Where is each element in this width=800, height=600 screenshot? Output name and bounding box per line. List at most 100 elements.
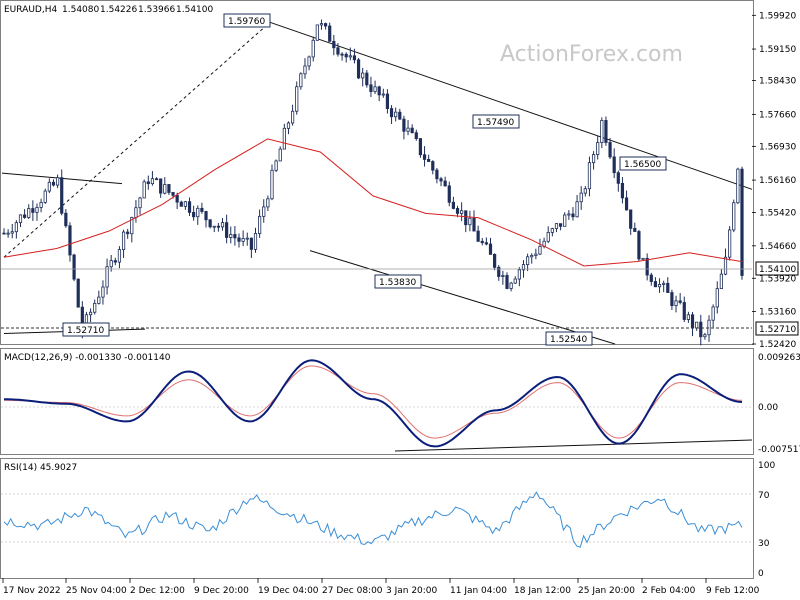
candle bbox=[315, 24, 319, 41]
candle bbox=[175, 192, 179, 210]
candle bbox=[64, 209, 68, 228]
candle bbox=[567, 210, 571, 220]
candle bbox=[513, 276, 517, 285]
candle bbox=[468, 210, 472, 232]
candle bbox=[674, 295, 678, 313]
candle bbox=[72, 253, 76, 282]
date-tick-label: 11 Jan 04:00 bbox=[450, 586, 507, 596]
price-tick-label: 1.55420 bbox=[759, 209, 796, 219]
date-tick-label: 2 Dec 12:00 bbox=[130, 586, 185, 596]
candle bbox=[216, 222, 220, 232]
macd-trendline bbox=[394, 439, 753, 452]
annotation-1-52540: 1.52540 bbox=[545, 331, 593, 346]
candle bbox=[414, 129, 418, 141]
candle bbox=[356, 57, 361, 80]
candle bbox=[117, 246, 122, 269]
candle bbox=[389, 105, 394, 124]
candle bbox=[443, 176, 447, 187]
candle bbox=[666, 277, 670, 293]
candle bbox=[579, 186, 583, 210]
candle bbox=[633, 222, 637, 232]
candle bbox=[398, 108, 402, 120]
candle bbox=[113, 257, 117, 266]
candle bbox=[220, 217, 225, 231]
candle bbox=[497, 265, 501, 281]
candle bbox=[699, 314, 703, 346]
candle bbox=[476, 225, 480, 242]
candle bbox=[18, 214, 23, 228]
candle bbox=[410, 124, 414, 134]
candle bbox=[237, 233, 241, 248]
price-tick-label: 1.58430 bbox=[759, 77, 796, 87]
svg-text:1.53830: 1.53830 bbox=[379, 278, 416, 288]
date-tick-label: 9 Feb 12:00 bbox=[706, 586, 760, 596]
candle bbox=[262, 199, 266, 223]
candle bbox=[352, 48, 357, 64]
candle bbox=[10, 223, 14, 239]
candle bbox=[97, 290, 101, 305]
trendline bbox=[3, 21, 271, 258]
price-tick-label: 1.56160 bbox=[759, 176, 796, 186]
watermark: ActionForex.com bbox=[500, 42, 683, 67]
candle bbox=[596, 135, 600, 160]
candle bbox=[451, 196, 455, 210]
header-low: 1.53966 bbox=[138, 5, 175, 15]
svg-text:1.57490: 1.57490 bbox=[477, 118, 514, 128]
price-panel bbox=[0, 0, 754, 345]
candle bbox=[27, 204, 31, 220]
candle bbox=[142, 179, 146, 199]
annotation-1-56500: 1.56500 bbox=[619, 156, 667, 171]
svg-text:1.59760: 1.59760 bbox=[228, 17, 265, 27]
candle bbox=[381, 88, 385, 98]
candle bbox=[126, 228, 130, 239]
candle bbox=[501, 270, 505, 285]
candle bbox=[583, 186, 587, 197]
candle bbox=[60, 169, 64, 216]
candle bbox=[76, 278, 80, 308]
candle bbox=[558, 223, 563, 231]
candle bbox=[233, 225, 237, 246]
candle bbox=[686, 311, 691, 323]
candle bbox=[344, 52, 348, 63]
candle bbox=[662, 280, 666, 293]
candle bbox=[286, 121, 291, 135]
date-tick-label: 9 Dec 20:00 bbox=[194, 586, 249, 596]
candle bbox=[509, 281, 513, 292]
candle bbox=[348, 47, 352, 61]
candle bbox=[373, 80, 377, 95]
candle bbox=[163, 177, 167, 195]
candle bbox=[212, 225, 216, 233]
header-open: 1.54080 bbox=[62, 5, 99, 15]
candle bbox=[719, 268, 723, 290]
candle bbox=[460, 202, 464, 222]
moving-average-line bbox=[3, 138, 743, 267]
candle bbox=[323, 22, 328, 30]
price-tick-label: 1.53920 bbox=[759, 274, 796, 284]
candle bbox=[154, 177, 159, 181]
candle bbox=[159, 178, 163, 198]
price-axis: 1.59920 1.59150 1.58430 1.57660 1.56930 1.561… bbox=[752, 11, 796, 350]
candle bbox=[517, 267, 521, 287]
candle bbox=[604, 116, 608, 146]
candle bbox=[208, 219, 212, 229]
trendline bbox=[309, 250, 616, 345]
candle bbox=[464, 210, 468, 233]
candle bbox=[2, 228, 6, 235]
candle bbox=[241, 230, 245, 247]
rsi-panel bbox=[0, 458, 754, 579]
macd-axis-top: 0.009263 bbox=[758, 353, 800, 363]
candle bbox=[266, 195, 270, 212]
candle bbox=[600, 117, 604, 149]
price-tick-label: 1.59920 bbox=[759, 11, 796, 21]
candle bbox=[488, 237, 493, 255]
candle bbox=[608, 137, 612, 160]
candle bbox=[196, 205, 200, 225]
candle bbox=[35, 203, 39, 221]
price-tick-label: 1.54660 bbox=[759, 242, 796, 252]
candle bbox=[307, 55, 311, 71]
candle bbox=[736, 167, 740, 205]
candle bbox=[303, 58, 307, 79]
candle bbox=[612, 148, 616, 179]
macd-axis-bottom: -0.007517 bbox=[758, 445, 800, 455]
